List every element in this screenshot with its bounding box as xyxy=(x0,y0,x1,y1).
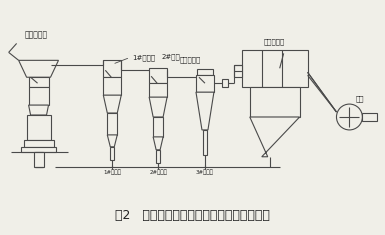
Bar xyxy=(110,147,114,160)
Bar xyxy=(23,140,54,147)
Polygon shape xyxy=(103,95,121,113)
Text: 旋风除尘器: 旋风除尘器 xyxy=(180,57,201,63)
Text: 2#分级: 2#分级 xyxy=(161,54,180,60)
Bar xyxy=(153,117,163,137)
Text: 摆式磨粉机: 摆式磨粉机 xyxy=(25,31,48,39)
Text: 1#出料口: 1#出料口 xyxy=(103,170,121,175)
Polygon shape xyxy=(153,137,163,150)
Text: 风机: 风机 xyxy=(355,95,364,102)
Polygon shape xyxy=(250,117,300,157)
Polygon shape xyxy=(107,135,117,147)
Circle shape xyxy=(336,104,362,130)
Bar xyxy=(21,147,57,152)
Text: 2#出料口: 2#出料口 xyxy=(149,170,167,175)
Bar xyxy=(149,68,167,83)
Bar xyxy=(28,77,49,87)
Polygon shape xyxy=(196,92,214,130)
Bar xyxy=(234,65,242,77)
Bar xyxy=(33,152,44,167)
Bar xyxy=(107,113,117,135)
Bar xyxy=(197,69,213,75)
Polygon shape xyxy=(18,60,59,77)
Bar xyxy=(156,150,160,163)
Polygon shape xyxy=(28,105,49,115)
Bar xyxy=(242,50,308,87)
Polygon shape xyxy=(28,87,49,105)
Bar xyxy=(250,87,300,117)
Bar xyxy=(103,60,121,77)
Bar xyxy=(222,79,228,87)
Bar xyxy=(203,130,207,155)
Text: 1#分级机: 1#分级机 xyxy=(132,54,155,61)
Bar xyxy=(27,115,50,140)
Polygon shape xyxy=(103,77,121,95)
Text: 3#出料口: 3#出料口 xyxy=(196,170,214,175)
Text: 图2   改进后摆式磨粉机磨粉系统工艺流程图: 图2 改进后摆式磨粉机磨粉系统工艺流程图 xyxy=(115,209,270,222)
Bar xyxy=(35,152,43,167)
Polygon shape xyxy=(149,97,167,117)
Bar xyxy=(362,113,377,121)
Text: 布袋除尘器: 布袋除尘器 xyxy=(264,39,285,45)
Polygon shape xyxy=(149,83,167,97)
Bar xyxy=(196,75,214,92)
